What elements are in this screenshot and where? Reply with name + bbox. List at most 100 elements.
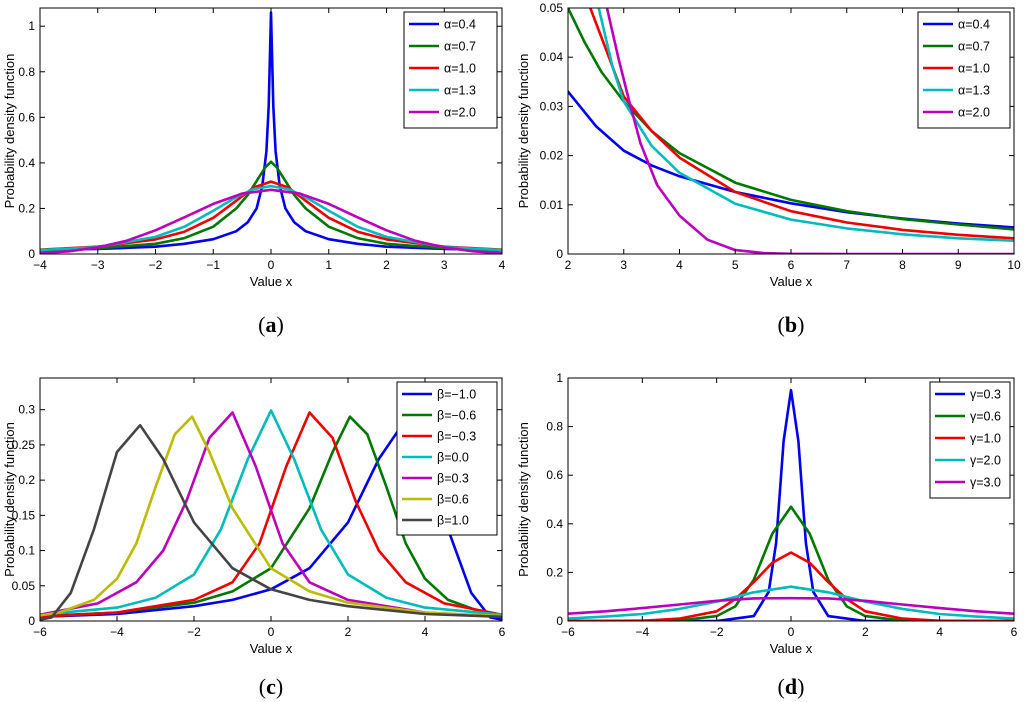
legend-entry-label: α=0.4 — [958, 18, 990, 32]
x-tick-label: 4 — [499, 258, 506, 272]
y-tick-label: 0 — [28, 614, 35, 628]
legend: γ=0.3 γ=0.6 γ=1.0 γ=2.0 γ=3.0 — [929, 381, 1011, 499]
series-line-1 — [40, 423, 502, 621]
legend-entry-label: β=0.3 — [437, 472, 469, 486]
x-tick-label: −2 — [149, 258, 163, 272]
y-tick-label: 0.2 — [18, 473, 35, 487]
series-line-1 — [568, 388, 1014, 621]
x-tick-label: −2 — [710, 625, 724, 639]
x-tick-label: −6 — [561, 625, 575, 639]
legend-entry-label: α=0.7 — [444, 40, 476, 54]
panel-label: (b) — [778, 312, 805, 337]
x-tick-label: −6 — [33, 625, 47, 639]
chart-panel-d: −6 −4 −2 0 2 4 6 0 0.2 0.4 0.6 0.8 1 Value x Probabili… — [516, 371, 1018, 699]
series-line-2 — [568, 505, 1014, 621]
x-axis-label: Value x — [250, 274, 293, 289]
y-tick-label: 0.05 — [540, 1, 564, 15]
legend-entry-label: β=0.0 — [437, 451, 469, 465]
legend-entry-label: β=−1.0 — [437, 388, 476, 402]
y-tick-label: 0.8 — [546, 420, 563, 434]
y-tick-label: 0.02 — [540, 149, 564, 163]
series-line-7 — [40, 423, 502, 621]
legend-entry-label: α=1.3 — [958, 84, 990, 98]
series-line-2 — [40, 415, 502, 618]
y-tick-label: 0.04 — [540, 50, 564, 64]
y-tick-label: 1 — [28, 19, 35, 33]
x-axis-label: Value x — [250, 641, 293, 656]
x-tick-label: 3 — [620, 258, 627, 272]
x-tick-label: 0 — [268, 625, 275, 639]
legend-box — [396, 381, 498, 536]
y-tick-label: 0.15 — [12, 508, 36, 522]
y-tick-label: 1 — [556, 371, 563, 385]
x-tick-label: −4 — [635, 625, 649, 639]
series-line-6 — [40, 415, 502, 618]
legend-entry-label: α=0.7 — [958, 40, 990, 54]
x-tick-label: −2 — [187, 625, 201, 639]
legend-box — [917, 11, 1011, 129]
panel-letter: b — [785, 312, 797, 337]
y-tick-label: 0.2 — [18, 201, 35, 215]
x-tick-label: 2 — [862, 625, 869, 639]
panel-letter: a — [266, 312, 277, 337]
x-tick-label: −4 — [33, 258, 47, 272]
legend-entry-label: α=1.0 — [958, 62, 990, 76]
x-tick-label: 0 — [268, 258, 275, 272]
x-tick-label: 4 — [676, 258, 683, 272]
x-tick-label: 4 — [936, 625, 943, 639]
x-axis-label: Value x — [770, 641, 813, 656]
x-axis-label: Value x — [770, 274, 813, 289]
legend: β=−1.0 β=−0.6 β=−0.3 β=0.0 β=0.3 β=0.6 β=1.0 — [396, 381, 498, 536]
y-tick-label: 0.6 — [546, 468, 563, 482]
legend-entry-label: γ=1.0 — [970, 432, 1001, 446]
series-line-4 — [597, 8, 1014, 242]
legend-entry-label: α=1.3 — [444, 84, 476, 98]
y-tick-label: 0.3 — [18, 403, 35, 417]
y-tick-label: 0.01 — [540, 198, 564, 212]
legend-box — [929, 381, 1011, 499]
series-line-5 — [40, 411, 502, 619]
x-tick-label: 7 — [843, 258, 850, 272]
legend-entry-label: β=1.0 — [437, 514, 469, 528]
legend-entry-label: β=−0.6 — [437, 409, 476, 423]
legend-entry-label: γ=0.6 — [970, 410, 1001, 424]
x-tick-label: 10 — [1007, 258, 1021, 272]
panel-label: (d) — [778, 674, 805, 699]
series-line-5 — [568, 596, 1014, 616]
series-line-4 — [568, 585, 1014, 620]
panel-label: (c) — [259, 674, 283, 699]
x-tick-label: −3 — [91, 258, 105, 272]
x-tick-label: −1 — [206, 258, 220, 272]
y-axis-label: Probability density function — [2, 54, 17, 209]
y-tick-label: 0.05 — [12, 579, 36, 593]
y-tick-label: 0.2 — [546, 565, 563, 579]
series-line-3 — [568, 551, 1014, 621]
legend: α=0.4 α=0.7 α=1.0 α=1.3 α=2.0 — [403, 11, 498, 129]
x-tick-label: 5 — [732, 258, 739, 272]
y-tick-label: 0.1 — [18, 544, 35, 558]
x-tick-label: 9 — [955, 258, 962, 272]
series-line-2 — [40, 160, 502, 252]
y-tick-label: 0 — [556, 247, 563, 261]
panel-letter: c — [266, 674, 276, 699]
legend-entry-label: γ=3.0 — [970, 476, 1001, 490]
y-tick-label: 0.03 — [540, 99, 564, 113]
series-line-5 — [605, 8, 1014, 254]
legend-entry-label: α=0.4 — [444, 18, 476, 32]
x-tick-label: 3 — [441, 258, 448, 272]
y-axis-label: Probability density function — [516, 422, 531, 577]
x-tick-label: 6 — [788, 258, 795, 272]
x-tick-label: 8 — [899, 258, 906, 272]
panel-label: (a) — [258, 312, 284, 337]
chart-panel-a: −4 −3 −2 −1 0 1 2 3 4 0 0.2 0.4 0.6 0.8 1 Value x Probab… — [2, 7, 506, 337]
x-tick-label: 1 — [325, 258, 332, 272]
legend-entry-label: α=2.0 — [958, 106, 990, 120]
series-line-3 — [40, 411, 502, 619]
x-tick-label: 6 — [1011, 625, 1018, 639]
series-line-4 — [40, 409, 502, 617]
y-tick-label: 0 — [28, 247, 35, 261]
y-axis-label: Probability density function — [2, 422, 17, 577]
series-line-4 — [40, 184, 502, 252]
y-tick-label: 0.8 — [18, 65, 35, 79]
